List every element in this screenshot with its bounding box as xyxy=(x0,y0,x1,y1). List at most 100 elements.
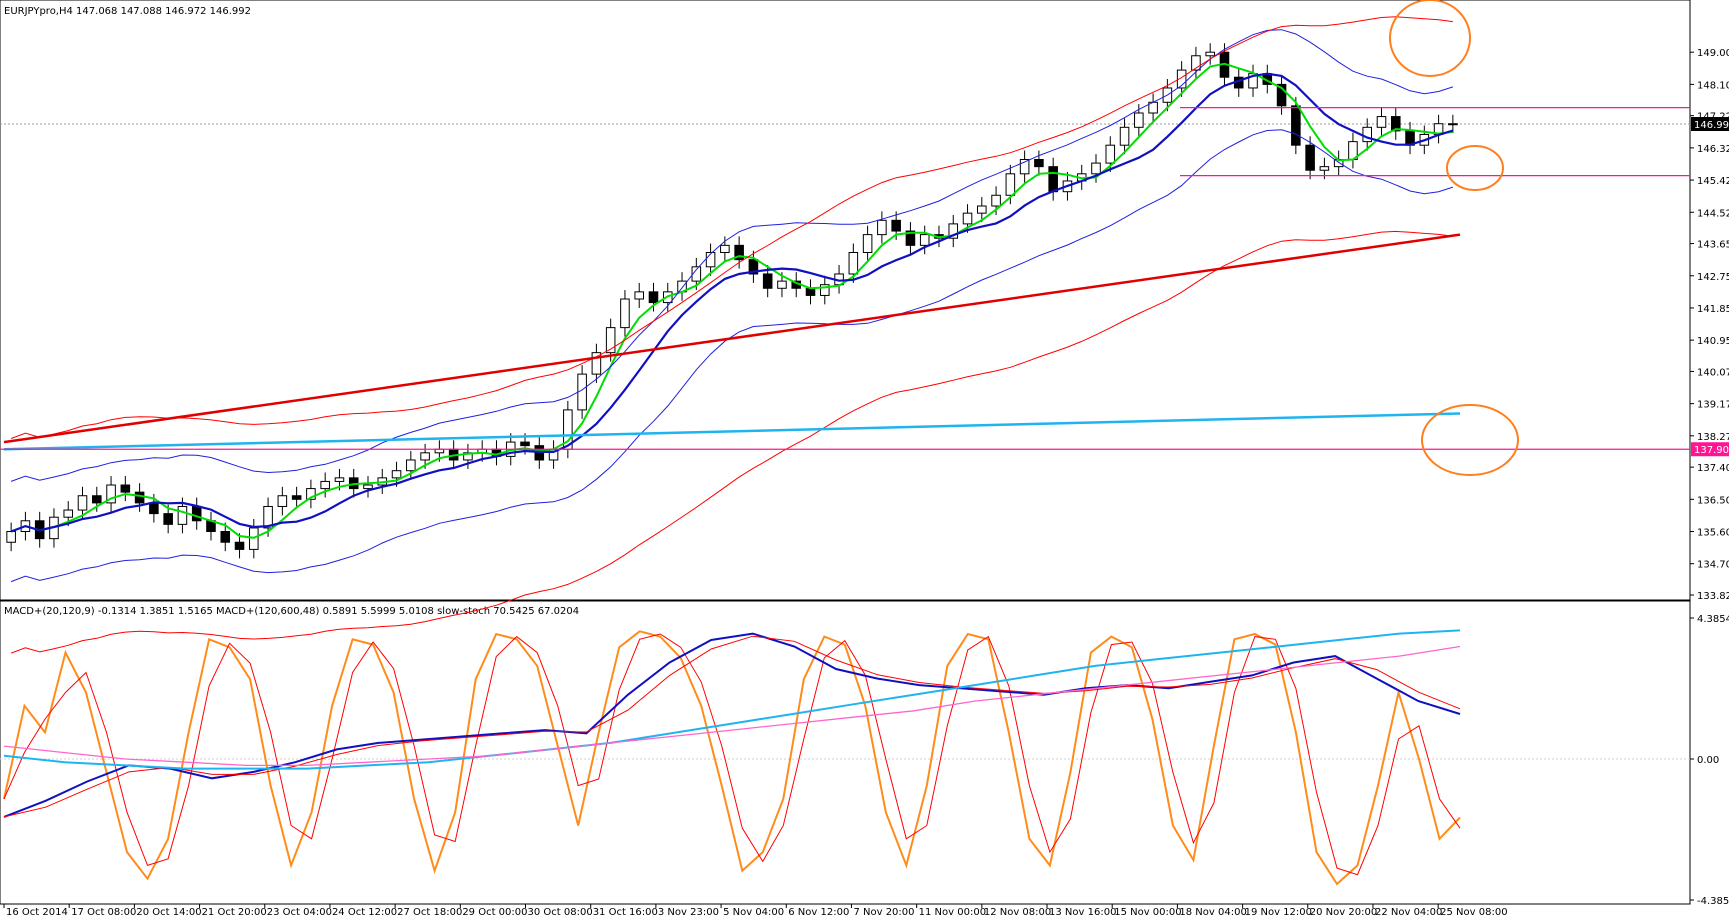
candle-body xyxy=(291,495,302,500)
price-tick-label: 135.600 xyxy=(1697,528,1729,539)
candle-body xyxy=(919,234,930,246)
candle-body xyxy=(334,477,345,482)
candle-body xyxy=(620,298,630,329)
bollinger-lower xyxy=(10,129,1454,583)
indicator-series-layer xyxy=(0,629,1690,886)
annotation-circle xyxy=(1446,145,1504,191)
annotation-circle xyxy=(1421,404,1519,476)
candle-body xyxy=(220,531,231,543)
price-tick-label: 138.275 xyxy=(1697,432,1729,443)
price-tick-label: 144.525 xyxy=(1697,208,1729,219)
macd-fast-signal-line xyxy=(3,635,1461,818)
time-tick-label: 23 Oct 04:00 xyxy=(267,907,332,918)
candle-body xyxy=(591,352,602,375)
candle-body xyxy=(948,223,959,239)
candle-body xyxy=(363,484,373,490)
candle-body xyxy=(1091,162,1101,175)
current-price-label: 146.992 xyxy=(1694,120,1729,131)
envelope-lower xyxy=(10,230,1453,654)
candle-body xyxy=(862,234,873,254)
time-tick-label: 25 Nov 08:00 xyxy=(1440,907,1507,918)
candle-body xyxy=(306,488,316,500)
time-tick-label: 24 Oct 12:00 xyxy=(332,907,397,918)
time-tick-label: 6 Nov 12:00 xyxy=(788,907,849,918)
candle-body xyxy=(634,291,644,300)
candle-body xyxy=(720,244,730,254)
candle-body xyxy=(1119,126,1130,146)
price-tick-label: 145.425 xyxy=(1697,176,1729,187)
time-tick-label: 30 Oct 08:00 xyxy=(528,907,593,918)
candle-body xyxy=(1305,144,1315,171)
price-tick-label: 139.175 xyxy=(1697,400,1729,411)
indicator-panel[interactable] xyxy=(0,600,1691,905)
price-tick-label: 136.500 xyxy=(1697,495,1729,506)
price-tick-label: 146.325 xyxy=(1697,144,1729,155)
candle-body xyxy=(1019,159,1030,175)
indicator-header: MACD+(20,120,9) -0.1314 1.3851 1.5165 MA… xyxy=(4,606,579,617)
price-series-layer xyxy=(0,0,1690,654)
candle-body xyxy=(191,505,202,522)
indicator-tick-label: 0.00 xyxy=(1697,755,1719,766)
price-tick-label: 149.000 xyxy=(1697,48,1729,59)
price-tick-label: 137.400 xyxy=(1697,463,1729,474)
candle-body xyxy=(234,541,245,550)
candle-body xyxy=(1034,159,1044,168)
ma-cyan-line xyxy=(3,412,1461,451)
level-price-label: 137.900 xyxy=(1694,445,1729,456)
time-tick-label: 20 Nov 20:00 xyxy=(1310,907,1377,918)
indicator-tick-label: 4.3854 xyxy=(1697,614,1729,625)
candle-body xyxy=(77,495,88,511)
stoch-line xyxy=(3,630,1461,886)
candle-body xyxy=(1105,144,1116,164)
candle-body xyxy=(748,259,759,275)
candle-body xyxy=(1176,69,1187,89)
time-tick-label: 29 Oct 00:00 xyxy=(462,907,527,918)
candle-body xyxy=(1276,83,1287,107)
candle-body xyxy=(962,212,973,225)
price-tick-label: 142.750 xyxy=(1697,272,1729,283)
price-tick-label: 148.100 xyxy=(1697,80,1729,91)
price-tick-label: 133.825 xyxy=(1697,591,1729,602)
candle-body xyxy=(92,495,102,504)
time-tick-label: 20 Oct 14:00 xyxy=(136,907,201,918)
candle-body xyxy=(891,219,901,232)
candle-body xyxy=(1376,116,1387,128)
macd-slow-signal-line xyxy=(3,645,1461,767)
time-tick-label: 21 Oct 20:00 xyxy=(202,907,267,918)
candle-body xyxy=(1319,166,1330,171)
candle-body xyxy=(1205,51,1215,57)
candle-body xyxy=(6,531,16,543)
candle-body xyxy=(320,480,330,490)
price-panel[interactable] xyxy=(0,0,1691,601)
price-tick-label: 134.700 xyxy=(1697,560,1729,571)
candle-body xyxy=(848,252,859,275)
candle-body xyxy=(420,452,430,461)
candle-body xyxy=(520,441,530,447)
time-tick-label: 31 Oct 16:00 xyxy=(593,907,658,918)
time-tick-label: 27 Oct 18:00 xyxy=(397,907,462,918)
indicator-tick-label: -4.3854 xyxy=(1697,896,1729,907)
price-tick-label: 140.075 xyxy=(1697,367,1729,378)
candle-body xyxy=(648,291,659,304)
price-tick-label: 140.950 xyxy=(1697,336,1729,347)
candle-body xyxy=(63,509,74,518)
candle-body xyxy=(163,513,173,525)
candle-body xyxy=(777,280,787,289)
candle-body xyxy=(805,287,816,296)
ma-fast-line xyxy=(10,62,1454,539)
axis-layer: 149.000148.100147.225146.325145.425144.5… xyxy=(3,48,1729,918)
candle-body xyxy=(691,266,702,282)
time-tick-label: 15 Nov 00:00 xyxy=(1114,907,1181,918)
macd-slow-line xyxy=(3,629,1461,770)
candle-body xyxy=(406,459,416,472)
time-tick-label: 13 Nov 16:00 xyxy=(1049,907,1116,918)
candle-body xyxy=(905,230,916,246)
time-tick-label: 19 Nov 12:00 xyxy=(1245,907,1312,918)
time-tick-label: 7 Nov 20:00 xyxy=(853,907,914,918)
candle-body xyxy=(877,219,887,236)
candle-body xyxy=(120,484,131,493)
candle-body xyxy=(277,495,288,507)
stoch-signal-line xyxy=(3,633,1461,876)
candle-body xyxy=(1048,166,1058,193)
